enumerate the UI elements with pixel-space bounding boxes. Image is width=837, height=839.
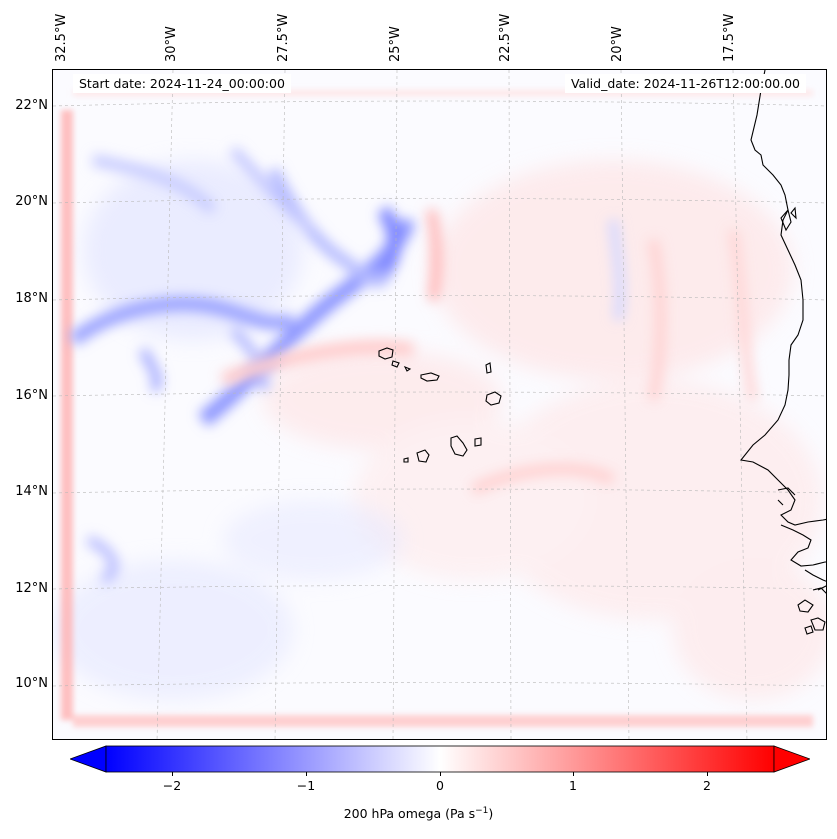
colorbar-tickmark [440,772,441,776]
colorbar-svg [68,745,812,773]
colorbar [68,744,812,774]
colorbar-label: 200 hPa omega (Pa s−1) [0,806,837,821]
negative-omega-broad-areas [53,160,403,700]
colorbar-max-extend [773,745,812,773]
lon-label-25w: 25°W [388,26,403,62]
colorbar-label-superscript: −1 [475,806,489,816]
lat-label-22n: 22°N [15,98,48,113]
positive-omega-streaks [220,208,758,496]
map-panel[interactable] [52,69,827,740]
lon-label-20w: 20°W [610,26,625,62]
colorbar-gradient [105,745,775,773]
colorbar-tick-label: 2 [703,778,711,793]
lon-label-30w: 30°W [164,26,179,62]
colorbar-label-main: 200 hPa omega (Pa s [343,806,476,822]
colorbar-tick-label: 1 [569,778,577,793]
lat-label-16n: 16°N [15,388,48,403]
negative-omega-streaks [68,146,626,585]
colorbar-label-end: ) [488,806,494,822]
omega-field-map [53,70,826,739]
lat-label-14n: 14°N [15,484,48,499]
lon-label-32-5w: 32.5°W [54,13,69,62]
lat-label-12n: 12°N [15,581,48,596]
colorbar-tick-label: 0 [436,778,444,793]
valid-date-label: Valid_date: 2024-11-26T12:00:00.00 [564,74,806,93]
colorbar-tick-label: −2 [162,778,182,793]
lat-label-20n: 20°N [15,194,48,209]
graticule [53,70,826,739]
colorbar-tick-label: −1 [296,778,316,793]
west-africa-coastline [739,70,826,635]
lat-label-18n: 18°N [15,291,48,306]
positive-omega-broad-areas [263,160,826,700]
lon-label-22-5w: 22.5°W [498,13,513,62]
boundary-artifacts [61,90,813,727]
lat-label-10n: 10°N [15,676,48,691]
lon-label-27-5w: 27.5°W [276,13,291,62]
colorbar-tickmark [573,772,574,776]
start-date-label: Start date: 2024-11-24_00:00:00 [73,74,291,93]
colorbar-tickmark [172,772,173,776]
colorbar-tickmark [306,772,307,776]
colorbar-tickmark [707,772,708,776]
colorbar-min-extend [68,745,107,773]
lon-label-17-5w: 17.5°W [722,13,737,62]
cape-verde-islands [378,347,502,463]
